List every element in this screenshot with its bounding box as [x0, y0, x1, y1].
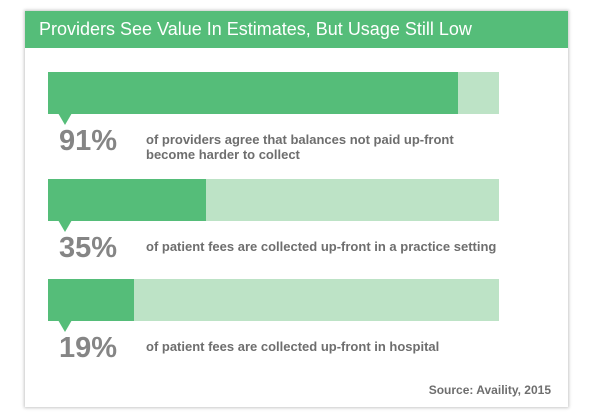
stat-description: of patient fees are collected up-front i…	[146, 239, 497, 254]
source-note: Source: Availity, 2015	[428, 383, 551, 397]
stat-description: of providers agree that balances not pai…	[146, 132, 454, 162]
bar-track	[48, 179, 499, 221]
bar-fill	[48, 72, 459, 114]
bar-fill	[48, 279, 134, 321]
bar-fill	[48, 179, 206, 221]
bar-track	[48, 72, 499, 114]
bar-track	[48, 279, 499, 321]
chart-title: Providers See Value In Estimates, But Us…	[25, 11, 568, 48]
bar-pointer	[58, 220, 72, 232]
stat-description: of patient fees are collected up-front i…	[146, 339, 440, 354]
percent-label: 19%	[59, 332, 118, 364]
bar-pointer	[58, 113, 72, 125]
percent-label: 91%	[59, 125, 118, 157]
percent-label: 35%	[59, 232, 118, 264]
infographic-card: Providers See Value In Estimates, But Us…	[25, 11, 568, 407]
bar-pointer	[58, 320, 72, 332]
